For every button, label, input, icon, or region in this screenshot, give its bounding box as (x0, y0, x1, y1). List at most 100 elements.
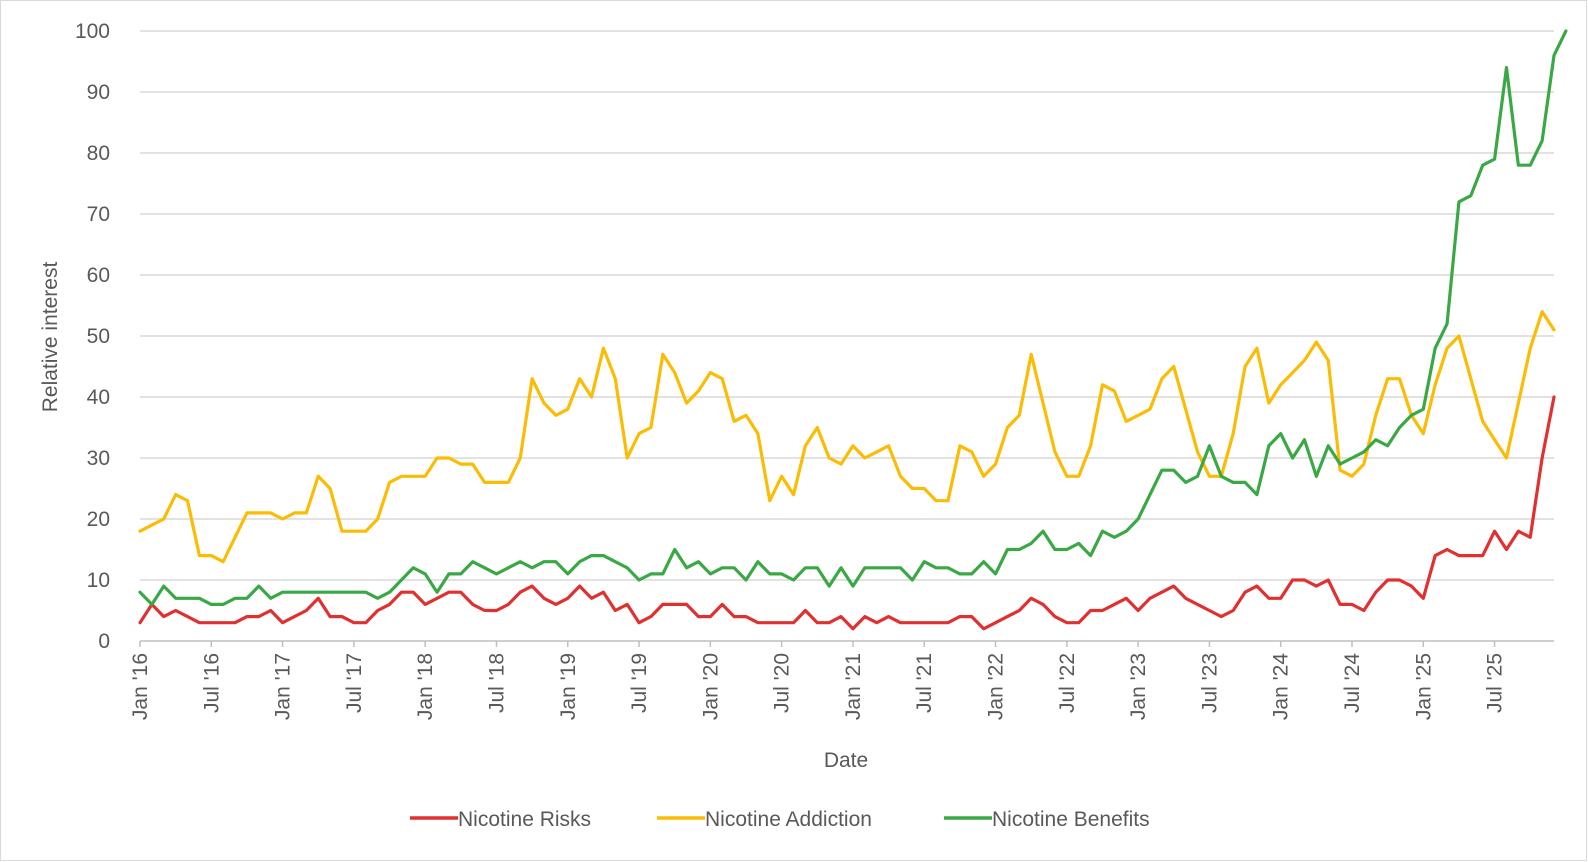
data-point (804, 445, 806, 447)
data-point (959, 445, 961, 447)
data-point (1113, 603, 1115, 605)
data-point (721, 603, 723, 605)
data-point (234, 536, 236, 538)
data-point (139, 591, 141, 593)
data-point (174, 493, 176, 495)
data-point (365, 530, 367, 532)
data-point (1244, 365, 1246, 367)
data-point (578, 585, 580, 587)
data-point (448, 591, 450, 593)
data-point (1493, 158, 1495, 160)
data-point (1541, 310, 1543, 312)
y-tick-label: 10 (87, 569, 110, 592)
data-point (578, 561, 580, 563)
data-point (412, 591, 414, 593)
data-point (1268, 402, 1270, 404)
data-point (1446, 323, 1448, 325)
data-point (198, 554, 200, 556)
data-point (1161, 469, 1163, 471)
data-point (864, 615, 866, 617)
data-point (531, 378, 533, 380)
data-point (1482, 420, 1484, 422)
y-tick-label: 60 (87, 264, 110, 287)
data-point (483, 609, 485, 611)
data-point (1470, 554, 1472, 556)
data-point (721, 567, 723, 569)
data-point (1232, 481, 1234, 483)
data-point (1089, 554, 1091, 556)
data-point (780, 573, 782, 575)
data-point (899, 567, 901, 569)
data-point (1375, 414, 1377, 416)
data-point (222, 603, 224, 605)
gridlines (140, 31, 1554, 641)
data-point (733, 567, 735, 569)
data-point (1351, 457, 1353, 459)
data-point (1553, 54, 1555, 56)
data-point (1066, 622, 1068, 624)
data-point (650, 615, 652, 617)
data-point (1030, 542, 1032, 544)
data-point (400, 475, 402, 477)
data-point (590, 396, 592, 398)
data-point (293, 615, 295, 617)
data-point (697, 390, 699, 392)
data-point (1042, 402, 1044, 404)
data-point (674, 603, 676, 605)
data-point (1375, 439, 1377, 441)
data-point (757, 561, 759, 563)
data-point (1161, 378, 1163, 380)
data-point (293, 591, 295, 593)
legend-label: Nicotine Benefits (992, 808, 1150, 831)
data-point (1327, 579, 1329, 581)
y-tick-label: 40 (87, 386, 110, 409)
legend: Nicotine Risks Nicotine Addiction Nicotine… (410, 808, 1150, 831)
x-tick-label: Jul '20 (771, 653, 794, 713)
data-point (1137, 414, 1139, 416)
data-point (614, 378, 616, 380)
data-point (745, 615, 747, 617)
data-point (852, 585, 854, 587)
x-axis-title: Date (824, 749, 868, 772)
data-point (1173, 469, 1175, 471)
data-point (757, 622, 759, 624)
data-point (650, 426, 652, 428)
data-point (685, 567, 687, 569)
data-point (567, 573, 569, 575)
data-point (852, 628, 854, 630)
data-point (662, 573, 664, 575)
x-tick-label: Jul '16 (200, 653, 223, 713)
data-point (424, 573, 426, 575)
y-tick-label: 80 (87, 142, 110, 165)
series-lines (139, 30, 1567, 630)
data-point (697, 615, 699, 617)
data-point (935, 567, 937, 569)
data-point (911, 579, 913, 581)
data-point (1517, 164, 1519, 166)
data-point (1410, 585, 1412, 587)
data-point (816, 567, 818, 569)
data-point (1363, 463, 1365, 465)
data-point (531, 585, 533, 587)
data-point (163, 615, 165, 617)
data-point (792, 622, 794, 624)
data-point (246, 597, 248, 599)
data-point (674, 548, 676, 550)
data-point (590, 597, 592, 599)
data-point (899, 622, 901, 624)
data-point (388, 603, 390, 605)
x-tick-label: Jan '18 (414, 653, 437, 720)
data-point (151, 524, 153, 526)
data-point (1184, 408, 1186, 410)
data-point (460, 591, 462, 593)
data-point (626, 457, 628, 459)
y-tick-label: 30 (87, 447, 110, 470)
data-point (971, 615, 973, 617)
data-point (1161, 591, 1163, 593)
y-axis-ticks: 0102030405060708090100 (75, 20, 110, 653)
data-point (234, 622, 236, 624)
data-point (804, 609, 806, 611)
data-point (828, 457, 830, 459)
data-point (1030, 597, 1032, 599)
data-point (1375, 591, 1377, 593)
